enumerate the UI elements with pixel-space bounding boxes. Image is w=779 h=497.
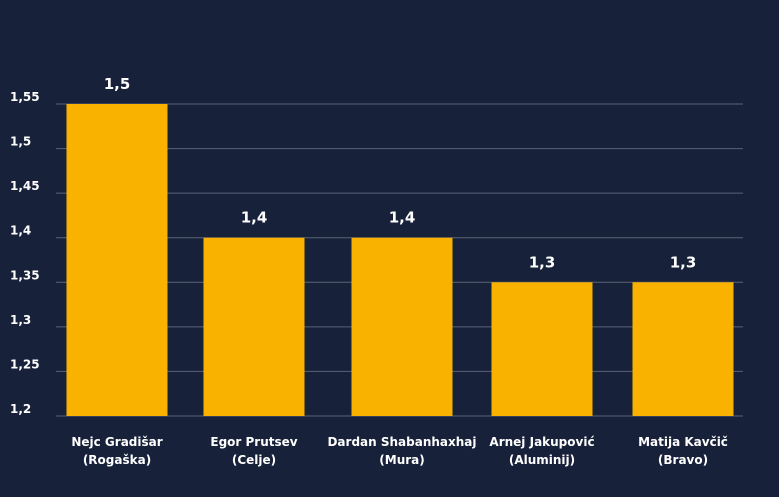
- x-tick-label-line: (Aluminij): [509, 453, 575, 467]
- x-tick-label: Dardan Shabanhaxhaj (Mura): [327, 435, 476, 467]
- y-tick-label: 1,5: [10, 135, 31, 149]
- bar: [632, 282, 734, 416]
- data-label: 1,5: [104, 75, 131, 93]
- y-tick-label: 1,2: [10, 402, 31, 416]
- x-tick-label-line: Matija Kavčič: [638, 435, 728, 449]
- bar: [66, 104, 168, 416]
- bar: [203, 237, 305, 416]
- x-tick-label-line: (Celje): [232, 453, 276, 467]
- data-label: 1,4: [389, 209, 416, 227]
- data-labels: 1,5 1,4 1,4 1,3 1,3: [104, 75, 697, 271]
- data-label: 1,3: [670, 253, 697, 271]
- x-tick-label-line: Nejc Gradišar: [71, 435, 162, 449]
- bar: [351, 237, 453, 416]
- y-tick-label: 1,55: [10, 90, 40, 104]
- x-tick-label-line: Egor Prutsev: [210, 435, 297, 449]
- y-tick-label: 1,4: [10, 224, 31, 238]
- bars: [66, 104, 734, 416]
- y-tick-label: 1,45: [10, 179, 40, 193]
- y-tick-label: 1,35: [10, 268, 40, 282]
- x-tick-label-line: Dardan Shabanhaxhaj: [327, 435, 476, 449]
- x-tick-label: Nejc Gradišar (Rogaška): [71, 435, 162, 467]
- x-tick-label: Egor Prutsev (Celje): [210, 435, 297, 467]
- data-label: 1,3: [529, 253, 556, 271]
- x-axis-labels: Nejc Gradišar (Rogaška) Egor Prutsev (Celje…: [71, 435, 728, 467]
- x-tick-label-line: (Mura): [379, 453, 424, 467]
- x-tick-label: Arnej Jakupović (Aluminij): [489, 435, 594, 467]
- y-axis-ticks: 1,2 1,25 1,3 1,35 1,4 1,45 1,5 1,55: [10, 90, 40, 416]
- y-tick-label: 1,25: [10, 357, 40, 371]
- bar: [491, 282, 593, 416]
- data-label: 1,4: [241, 209, 268, 227]
- y-tick-label: 1,3: [10, 313, 31, 327]
- x-tick-label-line: Arnej Jakupović: [489, 435, 594, 449]
- x-tick-label-line: (Bravo): [658, 453, 708, 467]
- x-tick-label: Matija Kavčič (Bravo): [638, 435, 728, 467]
- x-tick-label-line: (Rogaška): [83, 453, 151, 467]
